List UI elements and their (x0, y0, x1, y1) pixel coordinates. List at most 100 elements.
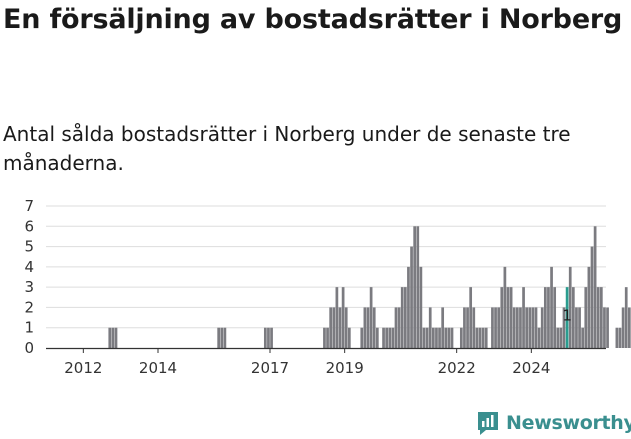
bar (621, 307, 625, 348)
bar (444, 327, 448, 348)
bar (547, 287, 550, 348)
bar (543, 287, 547, 348)
bar (615, 327, 619, 348)
bar (413, 226, 417, 348)
bar (385, 327, 389, 348)
bar (509, 287, 513, 348)
y-tick-label: 4 (24, 258, 34, 276)
brand-name: Newsworthy (506, 412, 631, 434)
highlight-bar (565, 287, 569, 348)
bar (425, 327, 429, 348)
chart-title: En försäljning av bostadsrätter i Norber… (3, 4, 623, 35)
bar (491, 307, 494, 348)
bar (531, 307, 535, 348)
bar (522, 287, 525, 348)
newsworthy-brand: Newsworthy (476, 408, 631, 438)
bar (341, 287, 345, 348)
bar (382, 327, 385, 348)
bar (472, 307, 476, 348)
bar (627, 307, 631, 348)
y-tick-label: 0 (24, 339, 34, 357)
bar (388, 327, 392, 348)
bar (363, 307, 367, 348)
bar (270, 327, 273, 348)
y-tick-label: 6 (24, 217, 34, 235)
bar (332, 307, 336, 348)
bar (407, 266, 410, 348)
bar (603, 307, 606, 348)
bar (422, 327, 426, 348)
bar (459, 327, 463, 348)
bar (593, 226, 597, 348)
x-tick-label: 2017 (251, 359, 289, 377)
bar (537, 327, 541, 348)
bar (596, 287, 600, 348)
bar (114, 327, 118, 348)
newsworthy-logo-icon (478, 412, 498, 435)
bar (372, 307, 376, 348)
bar (344, 307, 348, 348)
bar (438, 327, 441, 348)
bar (540, 307, 544, 348)
bar (263, 327, 267, 348)
y-tick-label: 1 (24, 319, 34, 337)
bar (111, 327, 115, 348)
bar (506, 287, 510, 348)
bar (534, 307, 538, 348)
y-tick-label: 5 (24, 238, 34, 256)
bar (397, 307, 401, 348)
bar (338, 307, 342, 348)
bar (428, 307, 432, 348)
bar (410, 246, 413, 348)
bar (562, 307, 566, 348)
bar (481, 327, 485, 348)
bar (400, 287, 404, 348)
bar (375, 327, 379, 348)
bar (556, 327, 560, 348)
bar (571, 287, 575, 348)
bar (500, 287, 504, 348)
bar (584, 287, 588, 348)
bar (463, 307, 466, 348)
bar (469, 287, 473, 348)
bar-chart: 0 1 2 3 4 5 6 7 2012 2014 2017 2019 2022 2024 1 (24, 197, 631, 377)
bar (220, 327, 224, 348)
x-tick-label: 2022 (438, 359, 476, 377)
bar (435, 327, 438, 348)
bar (416, 226, 420, 348)
y-tick-label: 2 (24, 298, 34, 316)
bar (559, 327, 563, 348)
y-tick-label: 7 (24, 197, 34, 215)
bar (329, 307, 333, 348)
bar (590, 246, 594, 348)
bar (618, 327, 622, 348)
bar (475, 327, 479, 348)
bar (587, 266, 591, 348)
chart-subtitle: Antal sålda bostadsrätter i Norberg unde… (3, 122, 571, 175)
bar (484, 327, 488, 348)
bar (419, 266, 423, 348)
bar (394, 307, 398, 348)
x-tick-label: 2012 (64, 359, 102, 377)
bar (323, 327, 326, 348)
bar (519, 307, 522, 348)
bar (606, 307, 609, 348)
x-tick-label: 2019 (326, 359, 364, 377)
annotation-label: 1 (562, 307, 572, 325)
bar (599, 287, 603, 348)
bar (578, 307, 581, 348)
x-tick-label: 2014 (139, 359, 177, 377)
bar (217, 327, 221, 348)
bar (223, 327, 227, 348)
bar (528, 307, 532, 348)
bar (108, 327, 112, 348)
bar (466, 307, 469, 348)
y-tick-label: 3 (24, 278, 34, 296)
bar (568, 266, 572, 348)
bar (326, 327, 329, 348)
bar (550, 266, 553, 348)
bar (494, 307, 497, 348)
bar (450, 327, 454, 348)
bar (403, 287, 407, 348)
bar (575, 307, 578, 348)
